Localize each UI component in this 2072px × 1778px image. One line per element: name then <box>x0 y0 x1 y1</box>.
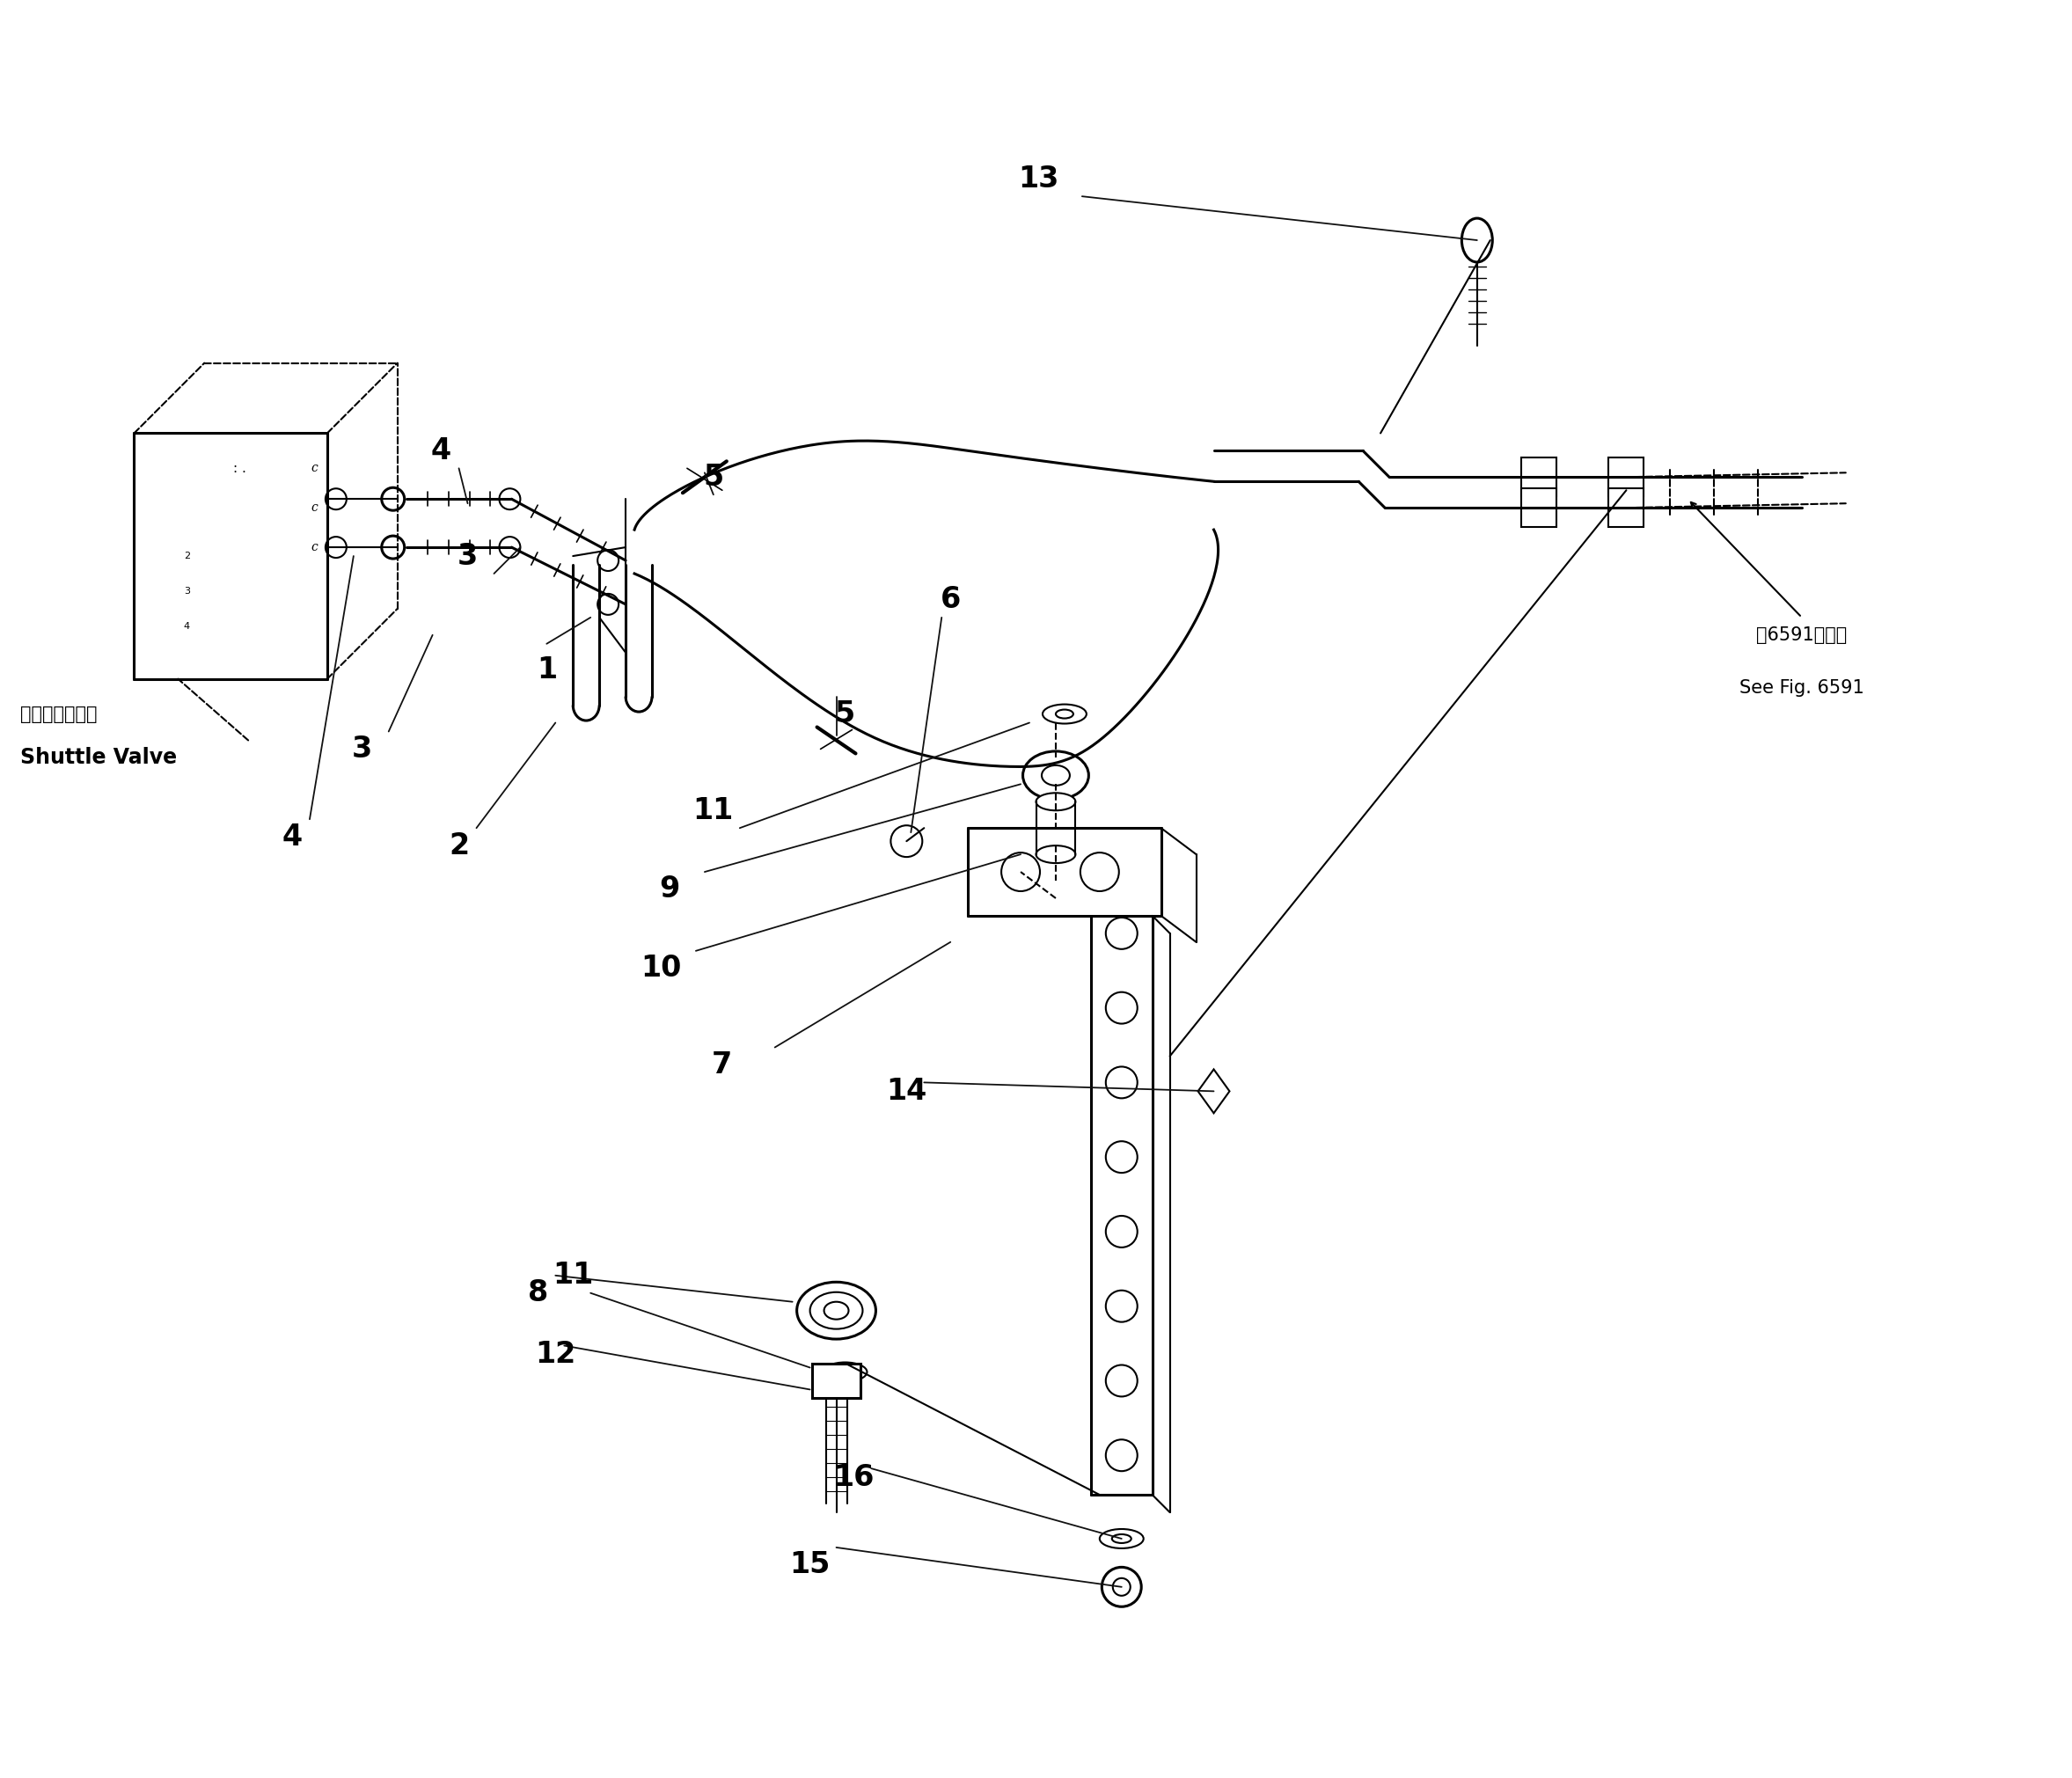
Text: 4: 4 <box>431 436 452 466</box>
Text: See Fig. 6591: See Fig. 6591 <box>1740 679 1865 697</box>
Bar <box>1521 489 1556 526</box>
Ellipse shape <box>1113 1579 1131 1595</box>
Text: 14: 14 <box>887 1077 926 1106</box>
Text: 1: 1 <box>537 656 557 685</box>
Bar <box>1608 457 1643 496</box>
Text: シャトルバルブ: シャトルバルブ <box>21 706 97 724</box>
Text: 4: 4 <box>184 622 191 631</box>
Text: 3: 3 <box>458 542 479 571</box>
Text: 9: 9 <box>659 875 680 903</box>
Text: 6: 6 <box>941 585 961 615</box>
Ellipse shape <box>825 1301 850 1319</box>
Text: c: c <box>311 501 317 514</box>
Text: 2: 2 <box>450 830 468 861</box>
Text: Shuttle Valve: Shuttle Valve <box>21 747 176 768</box>
Ellipse shape <box>798 1282 876 1339</box>
Ellipse shape <box>1100 1529 1144 1549</box>
Text: : .: : . <box>232 462 247 475</box>
Ellipse shape <box>1036 793 1075 811</box>
Ellipse shape <box>1042 765 1069 786</box>
Ellipse shape <box>1042 704 1086 724</box>
Ellipse shape <box>1057 709 1073 718</box>
Text: 11: 11 <box>692 797 733 825</box>
Text: 13: 13 <box>1017 164 1059 194</box>
Text: 11: 11 <box>553 1261 593 1291</box>
Text: c: c <box>311 541 317 553</box>
Text: 3: 3 <box>184 587 191 596</box>
Text: 7: 7 <box>713 1051 731 1079</box>
Ellipse shape <box>837 1367 854 1376</box>
Polygon shape <box>1198 1069 1229 1113</box>
Text: 15: 15 <box>789 1550 831 1579</box>
Bar <box>1608 489 1643 526</box>
Ellipse shape <box>1036 846 1075 862</box>
Ellipse shape <box>1113 1534 1131 1543</box>
Text: 5: 5 <box>702 462 723 491</box>
Text: 2: 2 <box>184 551 191 560</box>
Ellipse shape <box>1102 1566 1142 1607</box>
Text: 16: 16 <box>833 1463 874 1492</box>
Text: c: c <box>311 462 317 475</box>
Ellipse shape <box>810 1293 862 1328</box>
Text: 12: 12 <box>535 1341 576 1369</box>
Text: 3: 3 <box>352 734 373 763</box>
Bar <box>1521 457 1556 496</box>
Text: 第6591図参照: 第6591図参照 <box>1757 626 1848 644</box>
Ellipse shape <box>823 1362 866 1382</box>
Text: 5: 5 <box>835 699 856 729</box>
Ellipse shape <box>1024 752 1088 800</box>
Bar <box>812 1364 860 1398</box>
Text: 10: 10 <box>640 953 682 983</box>
Text: 8: 8 <box>528 1278 549 1307</box>
Text: 4: 4 <box>282 821 303 852</box>
